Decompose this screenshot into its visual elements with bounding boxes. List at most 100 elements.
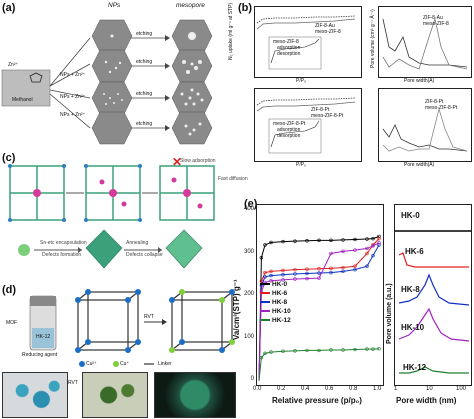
- data-point-hk-0: [365, 237, 369, 241]
- legend-b-br-2: meso-ZIF-8-Pt: [425, 105, 458, 111]
- plot-b-bottom-right: ZIF-8-Pt meso-ZIF-8-Pt: [378, 88, 472, 162]
- isotherm-ylabel: Va/cm³(STP) g⁻¹: [232, 279, 241, 340]
- data-point-hk-6: [353, 264, 357, 268]
- rvt-label-top: RVT: [144, 314, 154, 320]
- etching-label-3: etching: [136, 91, 153, 97]
- etching-label-2: etching: [136, 59, 153, 65]
- legend-swatch: [260, 283, 270, 286]
- legend-item: HK-6: [260, 289, 291, 298]
- data-point-hk-12: [269, 350, 273, 354]
- legend-label: HK-12: [272, 317, 291, 324]
- data-point-hk-8: [293, 272, 297, 276]
- step-label-slow: Slow adsorption: [180, 158, 216, 164]
- legend-b-tl-2: meso-ZIF-8: [315, 29, 341, 35]
- data-point-hk-12: [293, 349, 297, 353]
- pore-tick-1: 1: [394, 386, 398, 392]
- data-point-hk-10: [329, 251, 333, 256]
- data-point-hk-12: [353, 347, 357, 352]
- xlabel-b-br: Pore width(Å): [404, 162, 435, 168]
- data-point-hk-12: [317, 348, 321, 353]
- data-point-hk-0: [317, 238, 321, 243]
- x-tick-label: 0.4: [301, 386, 310, 392]
- isotherm-curves: [258, 234, 381, 382]
- y-tick-label: 400: [243, 206, 254, 212]
- data-point-hk-12: [365, 347, 369, 351]
- series-line-hk-6: [258, 238, 380, 382]
- x-tick-label: 0.0: [253, 386, 262, 392]
- data-point-hk-6: [317, 267, 321, 271]
- x-tick-label: 0.8: [349, 386, 358, 392]
- legend-cu1: Cu⁺: [120, 361, 130, 367]
- panel-c-diagram: ✕: [8, 155, 215, 269]
- panel-a-diagram: [1, 19, 213, 145]
- isotherm-legend: HK-0 HK-6 HK-8 HK-10 HK-12: [260, 280, 291, 325]
- plot-b-top-right: ZIF-8-Au meso-ZIF-8: [378, 6, 472, 78]
- data-point-hk-6: [263, 270, 267, 275]
- legend-b-tr-2: meso-ZIF-8: [423, 21, 449, 27]
- x-tick-label: 0.6: [325, 386, 334, 392]
- column-title-nps: NPs: [108, 2, 121, 9]
- data-point-hk-6: [377, 236, 381, 241]
- vial-label: HK-12: [36, 334, 51, 340]
- rvt-label-bottom: RVT: [68, 380, 78, 386]
- data-point-hk-12: [281, 349, 285, 353]
- legend-b-tl-1: ZIF-8-Au: [315, 23, 335, 29]
- data-point-hk-10: [377, 241, 381, 245]
- y-tick-label: 300: [243, 248, 254, 255]
- legend-b-br-1: ZIF-8-Pt: [425, 99, 444, 105]
- ylabel-b-tr: Pore volume (cm³ g⁻¹ Å⁻¹): [370, 9, 376, 68]
- data-point-hk-10: [281, 278, 285, 282]
- plot-b-top-left-curves: [256, 15, 356, 70]
- data-point-hk-0: [281, 239, 285, 244]
- ion-label: Zn²⁺: [8, 62, 19, 68]
- ylabel-b-tl: N₂ uptake (ml g⁻¹ at STP): [228, 2, 234, 60]
- series-line-hk-0: [258, 236, 380, 382]
- data-point-hk-6: [341, 265, 345, 270]
- pore-ylabel: Pore volume (a.u.): [386, 283, 393, 344]
- x-tick-label: 0.2: [277, 386, 286, 392]
- data-point-hk-8: [281, 273, 285, 277]
- step-label-defects: Defects formation: [42, 252, 82, 258]
- plot-b-top-left: ZIF-8-Au meso-ZIF-8 meso-ZIF-8 adsorptio…: [254, 6, 362, 78]
- data-point-hk-10: [353, 248, 357, 252]
- photo-before: [2, 372, 68, 418]
- data-point-hk-8: [341, 269, 345, 274]
- photo-after: [82, 372, 148, 418]
- panel-letter-b: (b): [238, 2, 253, 14]
- data-point-hk-0: [329, 238, 333, 243]
- data-point-hk-6: [269, 269, 273, 274]
- legend-swatch: [260, 319, 270, 322]
- inset-legend-b-tl-1: adsorption: [277, 45, 301, 51]
- legend-b-bl-1: ZIF-8-Pt: [311, 107, 330, 113]
- data-point-hk-0: [259, 256, 264, 260]
- reaction-label-1: NPs + Zn²⁺: [60, 72, 86, 78]
- legend-linker: Linker: [158, 361, 172, 367]
- inset-legend-b-bl-2: desorption: [277, 133, 301, 139]
- step-label-fast: Fast diffusion: [218, 176, 248, 182]
- pore-tick-10: 10: [426, 386, 433, 392]
- xlabel-b-bl: P/P₀: [296, 162, 307, 168]
- xlabel-b-tl: P/P₀: [296, 78, 307, 84]
- data-point-hk-12: [259, 355, 264, 360]
- series-line-hk-12: [258, 348, 380, 382]
- data-point-hk-12: [263, 351, 267, 356]
- legend-item: HK-12: [260, 316, 291, 325]
- panel-letter-c: (c): [2, 152, 16, 164]
- data-point-hk-12: [329, 348, 333, 352]
- panel-letter-e: (e): [244, 198, 258, 210]
- column-title-mesopore: mesopore: [176, 2, 205, 9]
- data-point-hk-6: [305, 267, 309, 271]
- legend-item: HK-8: [260, 298, 291, 307]
- isotherm-xlabel: Relative pressure (p/p₀): [272, 396, 362, 405]
- data-point-hk-10: [365, 246, 369, 251]
- data-point-hk-8: [353, 267, 357, 272]
- data-point-hk-0: [305, 239, 309, 243]
- data-point-hk-0: [263, 243, 267, 247]
- series-line-hk-10: [258, 242, 380, 382]
- legend-swatch: [260, 301, 270, 304]
- legend-label: HK-6: [272, 290, 288, 297]
- inset-title-b-bl: meso-ZIF-8-Pt: [273, 121, 306, 127]
- data-point-hk-10: [371, 244, 375, 248]
- step-label-annealing: Annealing: [126, 240, 149, 246]
- pore-xlabel: Pore width (nm): [396, 396, 457, 405]
